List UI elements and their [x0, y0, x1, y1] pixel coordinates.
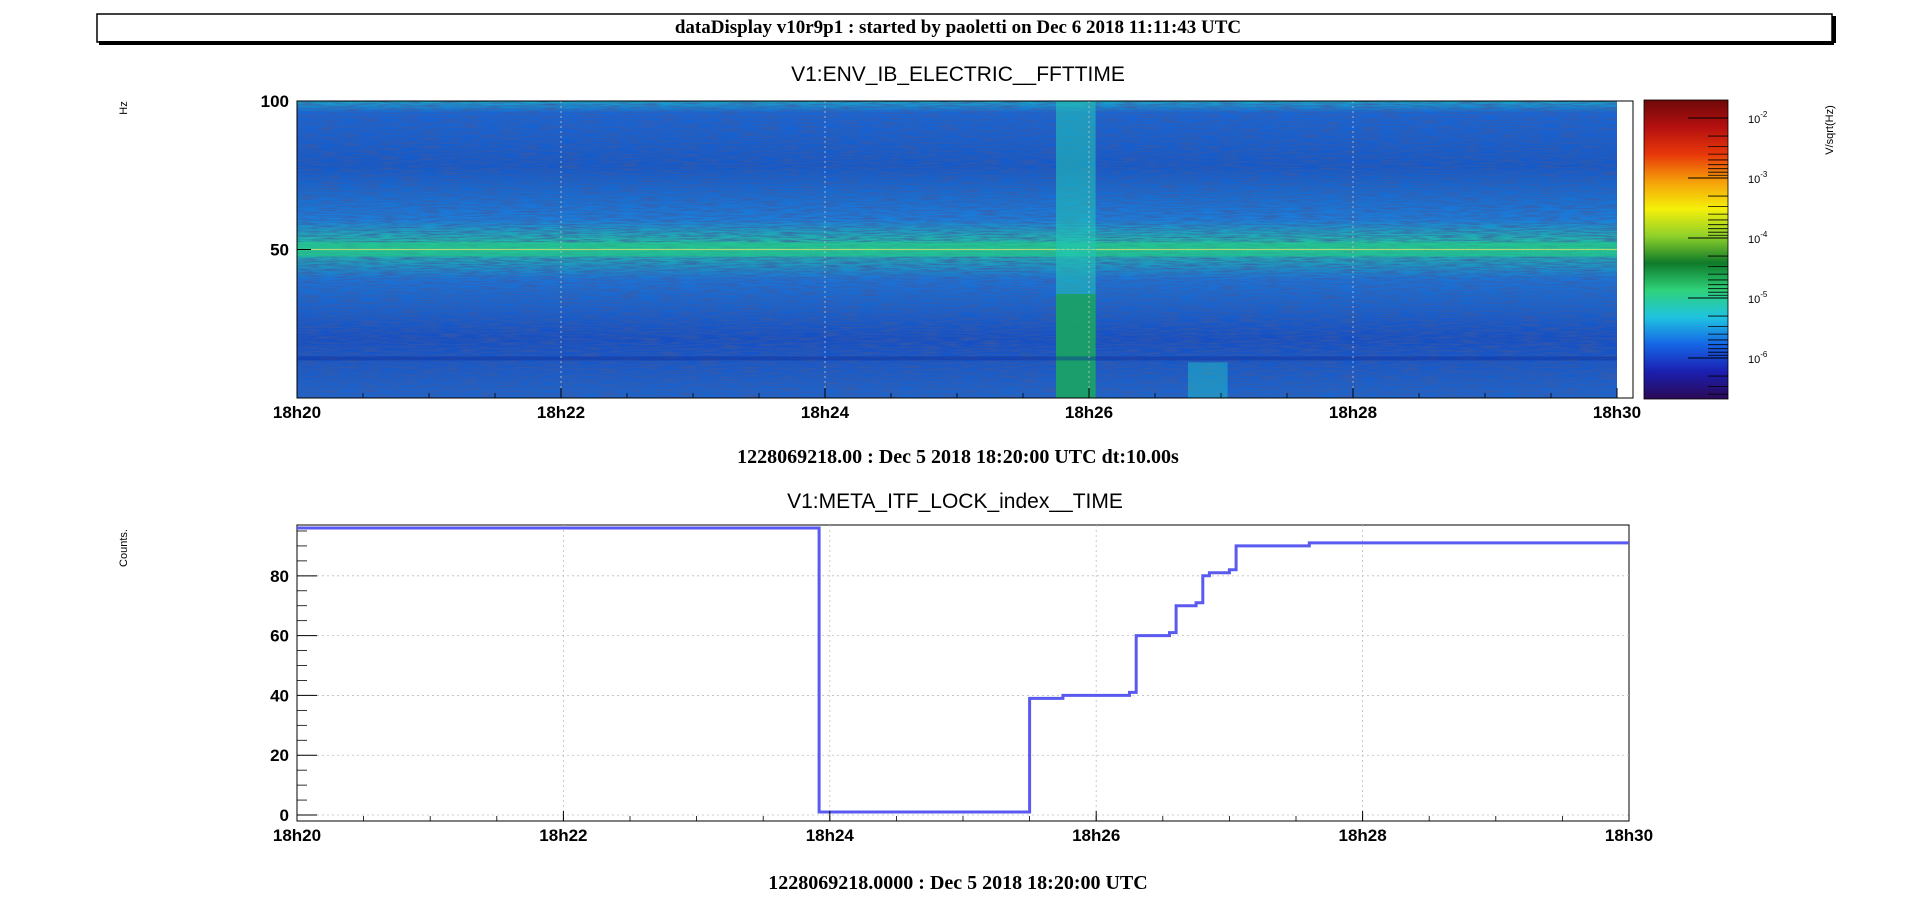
- lock-index-plot-area: [296, 524, 1630, 822]
- spectrogram-x-tick-label: 18h22: [537, 403, 585, 422]
- header: dataDisplay v10r9p1 : started by paolett…: [96, 13, 1836, 45]
- lock-index-y-tick-label: 60: [270, 627, 289, 646]
- spectrogram-panel: V1:ENV_IB_ELECTRIC__FFTTIME Hz 18h20 18h2…: [118, 63, 1836, 468]
- transient-lowfreq: [1056, 294, 1096, 398]
- spectrogram-x-tick-label: 18h26: [1065, 403, 1113, 422]
- lock-index-x-tick-label: 18h26: [1072, 826, 1120, 845]
- colorbar-label: V/sqrt(Hz): [1824, 105, 1836, 155]
- spectrogram-y-tick-label: 50: [270, 241, 289, 260]
- colorbar-tick-label: 10-3: [1748, 170, 1768, 186]
- lock-index-series-line: [297, 526, 1629, 814]
- lock-index-grid: [297, 525, 1629, 821]
- spectrogram-x-tick-label: 18h20: [273, 403, 321, 422]
- spectrogram-axes: 18h20 18h22 18h24 18h26 18h28 18h30 100 50: [261, 92, 1641, 422]
- spectrogram-x-tick-label: 18h28: [1329, 403, 1377, 422]
- lock-index-x-tick-label: 18h24: [806, 826, 855, 845]
- lock-index-x-tick-label: 18h20: [273, 826, 321, 845]
- lock-index-x-tick-label: 18h28: [1338, 826, 1386, 845]
- lock-index-y-tick-label: 20: [270, 746, 289, 765]
- colorbar-tick-label: 10-4: [1748, 230, 1768, 246]
- lock-index-title: V1:META_ITF_LOCK_index__TIME: [787, 490, 1123, 513]
- spectrogram-y-tick-label: 100: [261, 92, 289, 111]
- colorbar-ticks: 10-2 10-3 10-4 10-5 10-6: [1688, 110, 1768, 395]
- spectrogram-ylabel: Hz: [118, 101, 130, 114]
- colorbar-tick-label: 10-2: [1748, 110, 1768, 126]
- spectrogram-footer: 1228069218.00 : Dec 5 2018 18:20:00 UTC …: [737, 446, 1179, 468]
- lock-index-y-tick-label: 0: [280, 806, 289, 825]
- lock-index-footer: 1228069218.0000 : Dec 5 2018 18:20:00 UT…: [768, 872, 1147, 894]
- lock-index-panel: V1:META_ITF_LOCK_index__TIME Counts. 18h…: [118, 490, 1653, 894]
- spectrogram-x-tick-label: 18h30: [1593, 403, 1641, 422]
- spectrogram-grid: [297, 101, 1617, 398]
- colorbar: [1643, 99, 1729, 400]
- secondary-transient: [1188, 362, 1228, 398]
- lowfreq-band: [297, 356, 1617, 361]
- colorbar-tick-label: 10-6: [1748, 350, 1768, 366]
- colorbar-tick-label: 10-5: [1748, 290, 1768, 306]
- lock-index-x-tick-label: 18h22: [539, 826, 587, 845]
- lock-index-axes: 18h20 18h22 18h24 18h26 18h28 18h30 0 20 40 60 80: [270, 530, 1653, 845]
- header-title: dataDisplay v10r9p1 : started by paolett…: [675, 17, 1241, 38]
- lock-index-y-tick-label: 40: [270, 686, 289, 705]
- spectrogram-title: V1:ENV_IB_ELECTRIC__FFTTIME: [791, 63, 1125, 86]
- spectrogram-x-tick-label: 18h24: [801, 403, 850, 422]
- lock-index-y-tick-label: 80: [270, 567, 289, 586]
- lock-index-ylabel: Counts.: [118, 529, 130, 567]
- lock-index-x-tick-label: 18h30: [1605, 826, 1653, 845]
